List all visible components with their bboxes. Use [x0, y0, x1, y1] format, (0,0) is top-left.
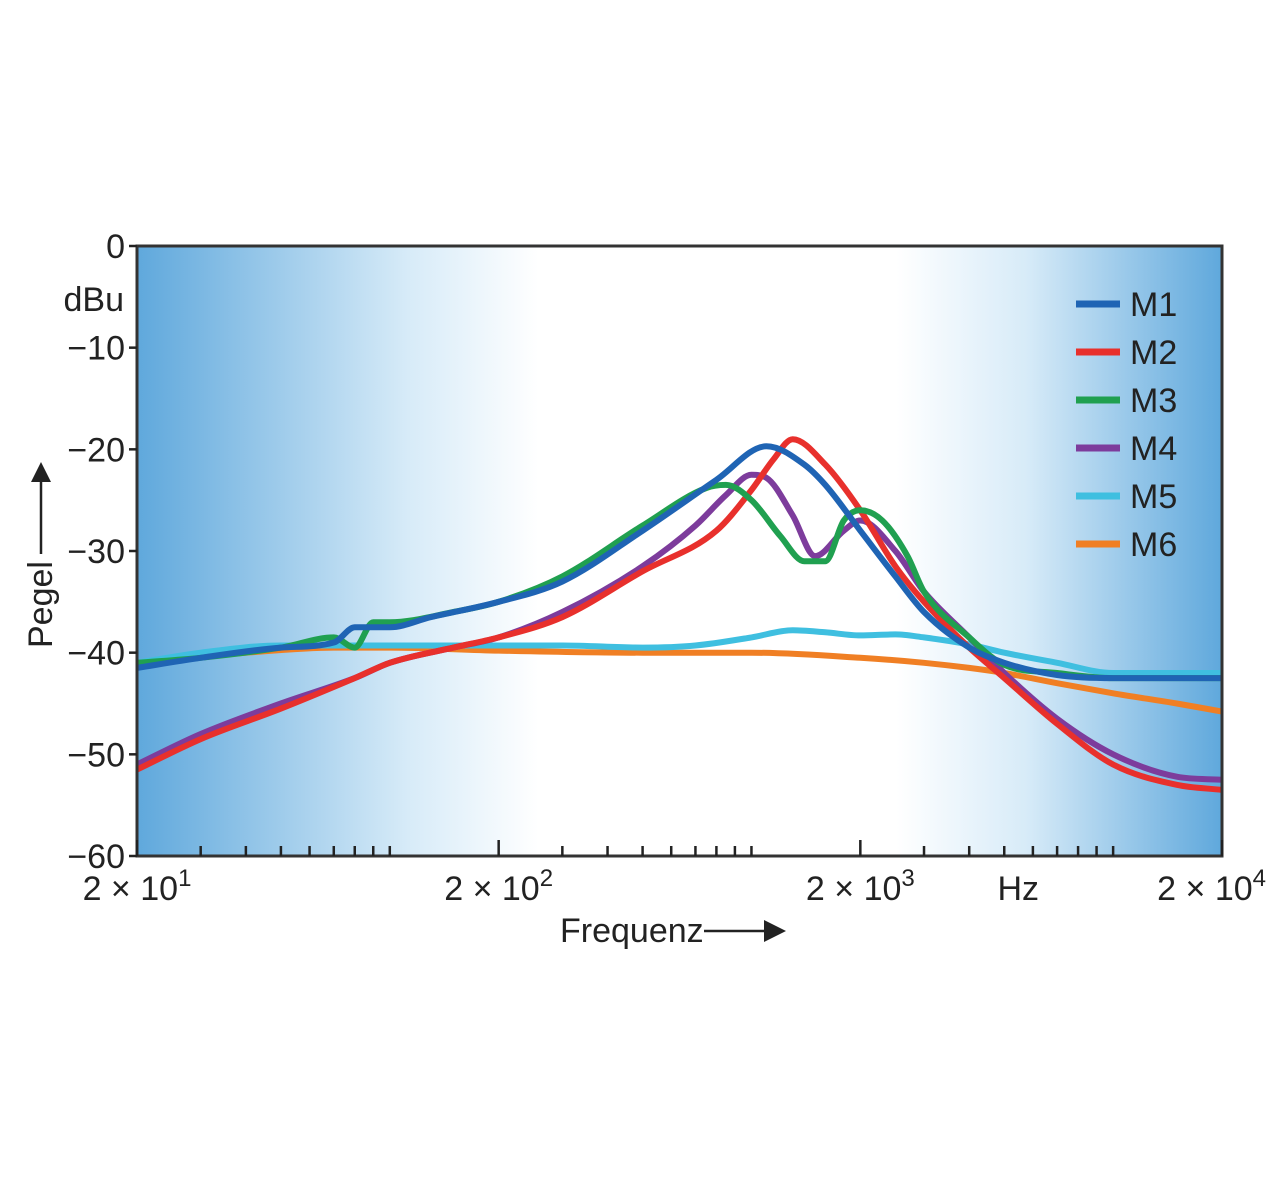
legend-label-m3: M3 [1130, 382, 1177, 420]
x-tick-label-base: 2 × 10 [806, 870, 901, 908]
series-line-m1 [137, 443, 1222, 682]
x-tick-label-exponent: 1 [178, 865, 191, 892]
x-axis-unit: Hz [997, 870, 1039, 908]
legend-label-m5: M5 [1130, 478, 1177, 516]
x-tick-label-base: 2 × 10 [83, 870, 178, 908]
y-tick-label: −10 [67, 330, 125, 368]
x-tick-label: 2 × 101 [83, 865, 192, 908]
y-axis-title-group: Pegel [22, 462, 60, 648]
legend: M1 M2 M3 M4 M5 M6 [1076, 286, 1177, 564]
y-tick-label: −40 [67, 635, 125, 673]
y-tick-label: −60 [67, 838, 125, 876]
y-tick-label: −50 [67, 736, 125, 774]
y-axis: 0 −10 −20 −30 −40 −50 −60 [67, 228, 137, 876]
series-line-m5 [137, 627, 1222, 677]
y-axis-unit: dBu [64, 281, 125, 319]
y-tick-label: 0 [106, 228, 125, 266]
y-tick-label: −30 [67, 533, 125, 571]
x-axis-arrow-icon [704, 920, 786, 942]
x-tick-label-base: 2 × 10 [1157, 870, 1252, 908]
series-line-m2 [137, 436, 1222, 793]
legend-label-m4: M4 [1130, 430, 1177, 468]
legend-label-m1: M1 [1130, 286, 1177, 324]
x-axis-title: Frequenz [560, 912, 704, 950]
x-tick-label-exponent: 3 [901, 865, 914, 892]
x-tick-label: 2 × 104 [1157, 865, 1266, 908]
x-tick-label-base: 2 × 10 [444, 870, 539, 908]
x-tick-label: 2 × 103 [806, 865, 915, 908]
legend-label-m6: M6 [1130, 526, 1177, 564]
x-tick-label-exponent: 2 [540, 865, 553, 892]
x-tick-label: 2 × 102 [444, 865, 553, 908]
series-line-m3 [137, 481, 1222, 682]
y-axis-arrow-icon [31, 462, 51, 554]
y-tick-label: −20 [67, 431, 125, 469]
x-tick-label-exponent: 4 [1253, 865, 1266, 892]
y-axis-title: Pegel [22, 561, 60, 648]
series-layer [137, 436, 1222, 793]
legend-label-m2: M2 [1130, 334, 1177, 372]
